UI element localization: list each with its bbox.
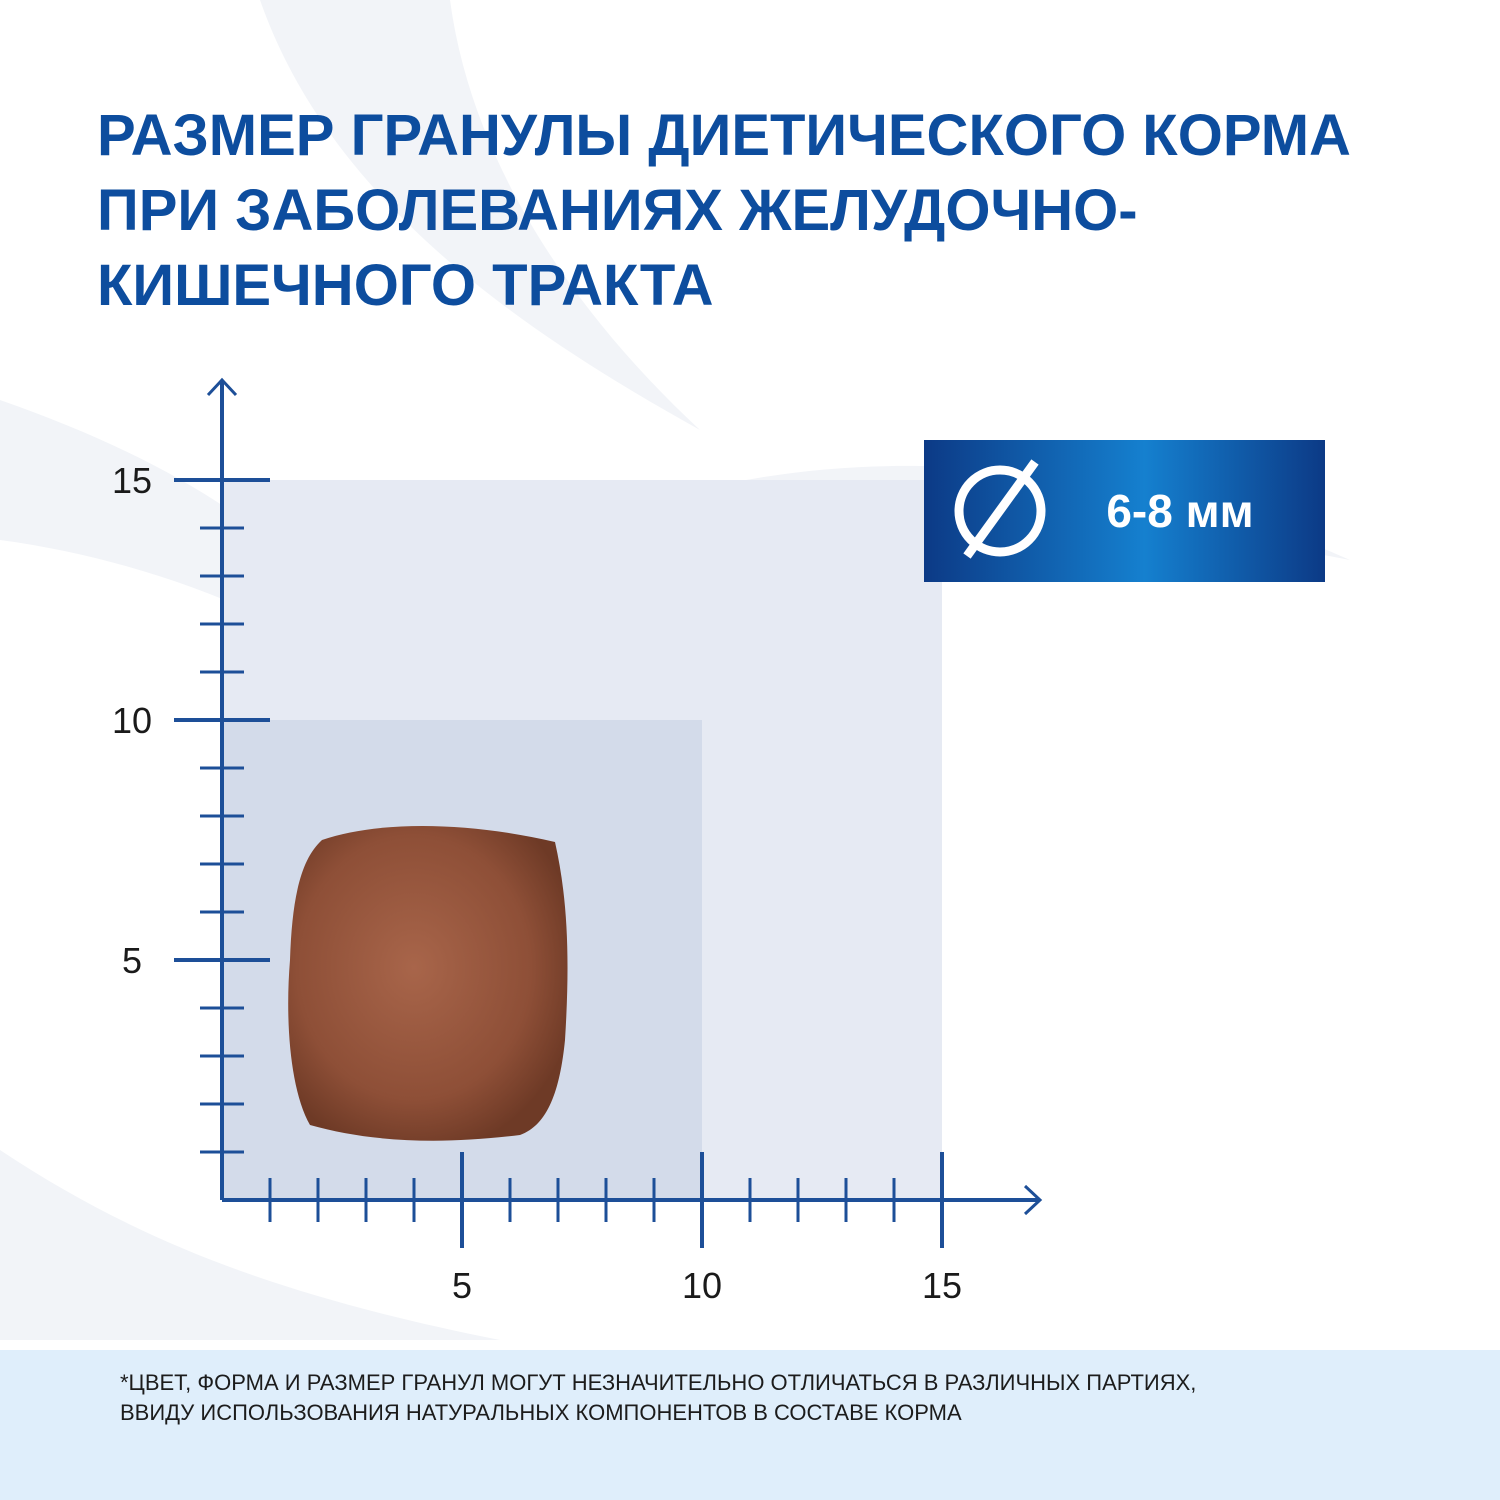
diameter-icon bbox=[963, 459, 1039, 559]
arrow bbox=[206, 377, 238, 397]
x-tick-label: 15 bbox=[922, 1265, 962, 1306]
badge-text: 6-8 мм bbox=[1106, 485, 1253, 537]
diameter-icon bbox=[954, 465, 1046, 557]
title-line: КИШЕЧНОГО ТРАКТА bbox=[97, 253, 714, 318]
y-tick-label: 15 bbox=[112, 460, 152, 501]
badge-bg bbox=[924, 440, 1325, 582]
arrow bbox=[1023, 1184, 1043, 1216]
y-tick-label: 10 bbox=[112, 700, 152, 741]
title-line: ПРИ ЗАБОЛЕВАНИЯХ ЖЕЛУДОЧНО- bbox=[97, 178, 1138, 243]
footnote: ВВИДУ ИСПОЛЬЗОВАНИЯ НАТУРАЛЬНЫХ КОМПОНЕН… bbox=[120, 1400, 962, 1425]
pellet-image bbox=[288, 825, 568, 1141]
title-line: РАЗМЕР ГРАНУЛЫ ДИЕТИЧЕСКОГО КОРМА bbox=[97, 103, 1351, 168]
size-grid: 5 10 15 5 10 15 bbox=[112, 377, 1043, 1306]
footnote: *ЦВЕТ, ФОРМА И РАЗМЕР ГРАНУЛ МОГУТ НЕЗНА… bbox=[120, 1370, 1196, 1395]
title: РАЗМЕР ГРАНУЛЫ ДИЕТИЧЕСКОГО КОРМА ПРИ ЗА… bbox=[97, 103, 1351, 318]
y-tick-label: 5 bbox=[122, 940, 142, 981]
badge: 6-8 мм bbox=[924, 440, 1325, 582]
footer bbox=[0, 1350, 1500, 1500]
x-tick-label: 10 bbox=[682, 1265, 722, 1306]
x-tick-label: 5 bbox=[452, 1265, 472, 1306]
